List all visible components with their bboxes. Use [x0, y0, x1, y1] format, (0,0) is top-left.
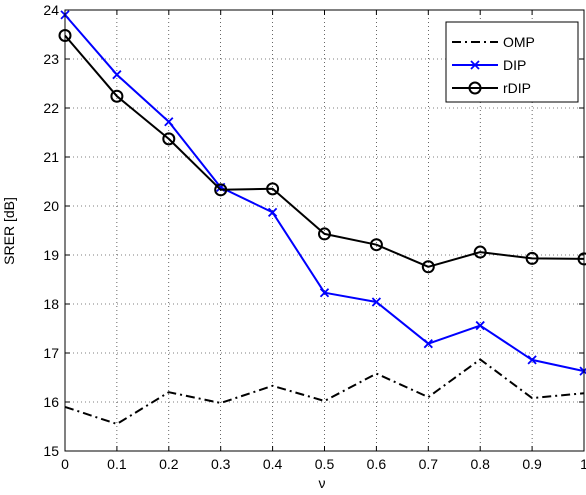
data-point-dip — [423, 339, 433, 349]
data-point-rdip — [473, 245, 487, 259]
y-tick-label: 22 — [43, 100, 59, 116]
x-tick-label: 0 — [61, 456, 69, 472]
x-tick-label: 0.5 — [315, 456, 335, 472]
legend-label-dip: DIP — [503, 57, 526, 73]
x-tick-label: 0.4 — [263, 456, 283, 472]
x-tick-label: 0.9 — [522, 456, 542, 472]
data-point-dip — [475, 320, 485, 331]
x-tick-label: 0.1 — [107, 456, 127, 472]
data-point-rdip — [214, 183, 228, 197]
data-point-rdip — [110, 89, 124, 103]
y-tick-label: 17 — [43, 345, 59, 361]
x-tick-label: 0.8 — [470, 456, 490, 472]
series-line-omp — [64, 358, 585, 425]
x-axis-label: ν — [319, 475, 326, 491]
legend: OMP DIP rDIP — [445, 21, 579, 103]
x-tick-label: 0.6 — [367, 456, 387, 472]
data-point-dip — [112, 70, 122, 80]
y-tick-labels: 15 16 17 18 19 20 21 22 23 24 — [43, 2, 59, 459]
series-layer — [58, 10, 586, 425]
tick-marks — [64, 9, 585, 452]
legend-marker-dip — [470, 60, 480, 70]
data-point-dip — [164, 117, 174, 127]
data-point-rdip — [369, 238, 383, 252]
data-point-rdip — [525, 251, 539, 265]
y-tick-label: 20 — [43, 198, 59, 214]
data-point-dip — [371, 297, 382, 307]
legend-label-rdip: rDIP — [503, 80, 531, 96]
data-point-dip — [319, 288, 330, 298]
y-tick-label: 19 — [43, 247, 59, 263]
data-point-rdip — [421, 260, 435, 274]
x-tick-label: 0.2 — [159, 456, 179, 472]
data-point-rdip — [162, 132, 176, 146]
y-axis-label: SRER [dB] — [1, 197, 17, 265]
data-point-dip — [527, 355, 537, 365]
y-tick-label: 15 — [43, 443, 59, 459]
y-tick-label: 16 — [43, 394, 59, 410]
data-point-rdip — [266, 182, 280, 196]
y-tick-label: 21 — [43, 149, 59, 165]
x-tick-label: 0.7 — [419, 456, 439, 472]
legend-label-omp: OMP — [503, 34, 535, 50]
data-point-rdip — [318, 227, 331, 241]
y-tick-label: 18 — [43, 296, 59, 312]
x-tick-labels: 0 0.1 0.2 0.3 0.4 0.5 0.6 0.7 0.8 0.9 1 — [61, 456, 586, 472]
legend-marker-rdip — [468, 81, 482, 95]
y-tick-label: 24 — [43, 2, 59, 18]
series-line-rdip — [64, 34, 585, 268]
y-tick-label: 23 — [43, 51, 59, 67]
data-point-dip — [267, 207, 278, 218]
x-tick-label: 1 — [580, 456, 586, 472]
x-tick-label: 0.3 — [211, 456, 231, 472]
